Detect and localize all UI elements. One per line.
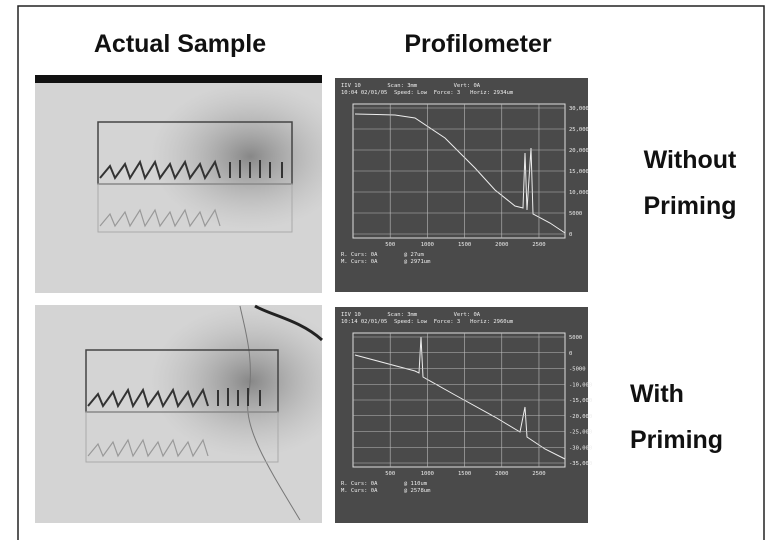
column-title: Profilometer [404, 30, 552, 58]
frame [17, 5, 765, 540]
x-tick-label: 1000 [421, 471, 434, 477]
y-tick-label: -15,000 [569, 398, 592, 404]
x-tick-label: 1500 [458, 471, 471, 477]
screen-header: IIV 10 Scan: 3mm Vert: 0A [341, 312, 481, 318]
row-label: Priming [630, 426, 723, 454]
screen-header: 10:04 02/01/05 Speed: Low Force: 3 Horiz… [341, 90, 514, 96]
x-tick-label: 2000 [495, 242, 508, 248]
y-tick-label: -10,000 [569, 382, 592, 388]
column-title: Actual Sample [94, 30, 266, 58]
x-tick-label: 500 [385, 471, 395, 477]
screen-header: IIV 10 Scan: 3mm Vert: 0A [341, 83, 481, 89]
cursor-readout: M. Curs: 0A @ 2578um [341, 488, 431, 494]
y-tick-label: -30,000 [569, 445, 592, 451]
x-tick-label: 2500 [532, 471, 545, 477]
sample-photo [35, 75, 322, 293]
y-tick-label: -20,000 [569, 414, 592, 420]
screen-header: 10:14 02/01/05 Speed: Low Force: 3 Horiz… [341, 319, 514, 325]
profilometer-screen: 500 1000 1500 2000 2500 30,000 25,000 20,000 15,… [335, 78, 589, 292]
y-tick-label: 0 [569, 351, 572, 357]
y-tick-label: 5000 [569, 335, 582, 341]
profilometer-screen: 500 1000 1500 2000 2500 5000 0 -5000 -10,000 -15,… [335, 307, 592, 523]
y-tick-label: 5000 [569, 211, 582, 217]
y-tick-label: 25,000 [569, 127, 589, 133]
row-label: With [630, 380, 684, 408]
y-tick-label: -35,000 [569, 461, 592, 467]
x-tick-label: 2000 [495, 471, 508, 477]
cursor-readout: R. Curs: 0A @ 27um [341, 252, 424, 258]
row-label: Without [644, 146, 737, 174]
x-tick-label: 500 [385, 242, 395, 248]
cursor-readout: R. Curs: 0A @ 110um [341, 481, 428, 487]
sample-photo [35, 304, 324, 523]
y-tick-label: 10,000 [569, 190, 589, 196]
x-tick-label: 2500 [532, 242, 545, 248]
row-label: Priming [643, 192, 736, 220]
y-tick-label: 30,000 [569, 106, 589, 112]
y-tick-label: 20,000 [569, 148, 589, 154]
x-tick-label: 1500 [458, 242, 471, 248]
cursor-readout: M. Curs: 0A @ 2971um [341, 259, 431, 265]
y-tick-label: -5000 [569, 367, 586, 373]
y-tick-label: 0 [569, 232, 572, 238]
y-tick-label: -25,000 [569, 430, 592, 436]
y-tick-label: 15,000 [569, 169, 589, 175]
x-tick-label: 1000 [421, 242, 434, 248]
